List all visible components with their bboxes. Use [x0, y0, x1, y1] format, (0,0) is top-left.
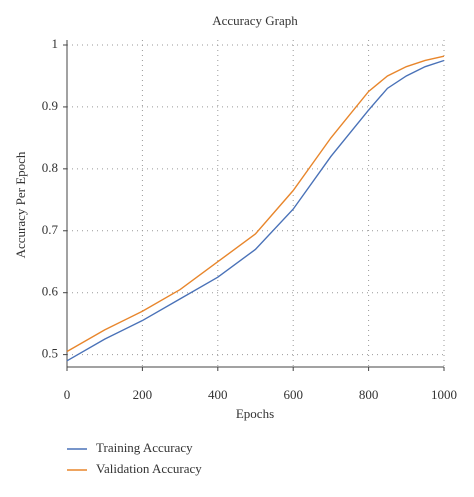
x-tick-label: 0 — [64, 387, 71, 402]
y-tick-label: 0.7 — [42, 222, 59, 237]
series-line — [66, 55, 445, 353]
legend-label: Training Accuracy — [96, 440, 193, 455]
lines — [66, 55, 445, 362]
y-tick-label: 0.9 — [42, 98, 58, 113]
x-tick-label: 400 — [208, 387, 228, 402]
grid — [63, 40, 445, 371]
x-tick-label: 200 — [133, 387, 153, 402]
y-tick-label: 0.5 — [42, 346, 58, 361]
x-axis-label: Epochs — [236, 406, 274, 421]
x-tick-label: 1000 — [431, 387, 457, 402]
x-tick-label: 800 — [359, 387, 379, 402]
series-line — [66, 59, 445, 362]
y-tick-label: 1 — [52, 36, 59, 51]
y-axis-label: Accuracy Per Epoch — [13, 151, 28, 258]
x-tick-label: 600 — [283, 387, 303, 402]
y-tick-label: 0.6 — [42, 284, 59, 299]
y-tick-label: 0.8 — [42, 160, 58, 175]
chart-title: Accuracy Graph — [212, 13, 298, 28]
legend-label: Validation Accuracy — [96, 461, 202, 476]
